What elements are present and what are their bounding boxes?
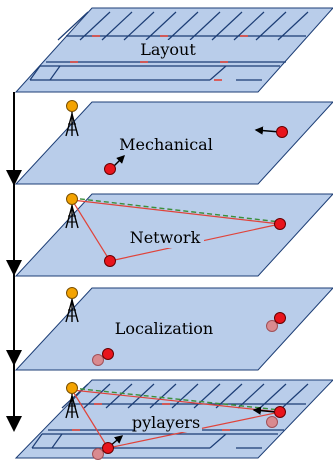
plane [14,101,333,185]
moving-node-right [254,126,288,138]
floorplan-doors [70,35,248,81]
antenna-icon [65,193,79,229]
antenna-icon [65,382,79,419]
moving-node-left [104,155,125,175]
layer-label-mechanical: Mechanical [119,135,213,154]
antenna-icon [65,100,79,137]
pylayers-node-right [252,406,286,428]
layer-layout: Layout [14,7,333,93]
label-bg [134,412,202,432]
label-bg [128,228,204,248]
floorplan-walls [31,383,309,449]
antenna-icon [65,287,79,323]
network-node-left [104,255,116,267]
estimated-node-right [266,312,286,332]
layer-localization: Localization [14,287,333,371]
layer-label-pylayers: pylayers [132,413,200,432]
label-bg [134,40,204,60]
layer-mechanical: Mechanical [14,100,333,185]
pylayers-node-left [92,435,124,460]
network-links [71,197,281,262]
layer-pylayers: pylayers [14,379,333,460]
layer-label-localization: Localization [115,319,213,338]
plane [14,287,333,371]
layer-label-layout: Layout [140,40,196,59]
floorplan-walls [29,11,309,81]
estimated-node-left [92,348,114,366]
network-node-right [274,218,286,230]
layer-network: Network [14,193,333,277]
layer-label-network: Network [130,228,201,247]
